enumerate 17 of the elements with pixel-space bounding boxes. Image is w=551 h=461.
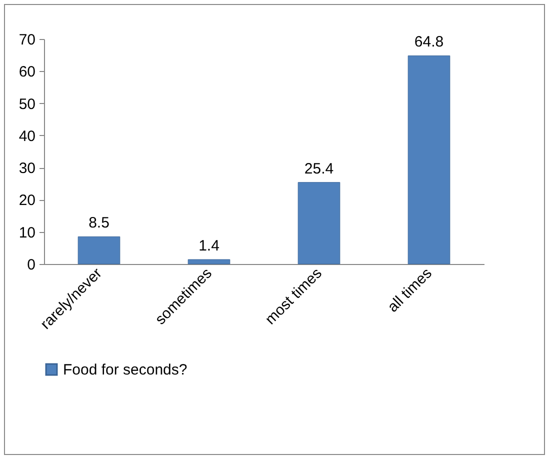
data-label: 8.5: [88, 214, 110, 232]
data-label: 64.8: [414, 34, 444, 51]
data-label: 25.4: [304, 160, 334, 178]
legend-label: Food for seconds?: [63, 362, 188, 378]
y-tick-label: 10: [18, 224, 36, 242]
data-label: 1.4: [198, 238, 220, 254]
y-tick-label: 60: [18, 64, 36, 81]
bar: [408, 55, 450, 264]
y-tick-label: 70: [18, 32, 36, 48]
bar: [298, 182, 340, 264]
y-tick-label: 40: [18, 128, 36, 145]
bar: [188, 259, 230, 264]
y-tick-label: 30: [18, 160, 36, 178]
y-tick-label: 0: [27, 256, 36, 274]
y-tick-label: 20: [18, 192, 36, 210]
y-tick-label: 50: [18, 96, 36, 113]
bar: [78, 236, 120, 264]
